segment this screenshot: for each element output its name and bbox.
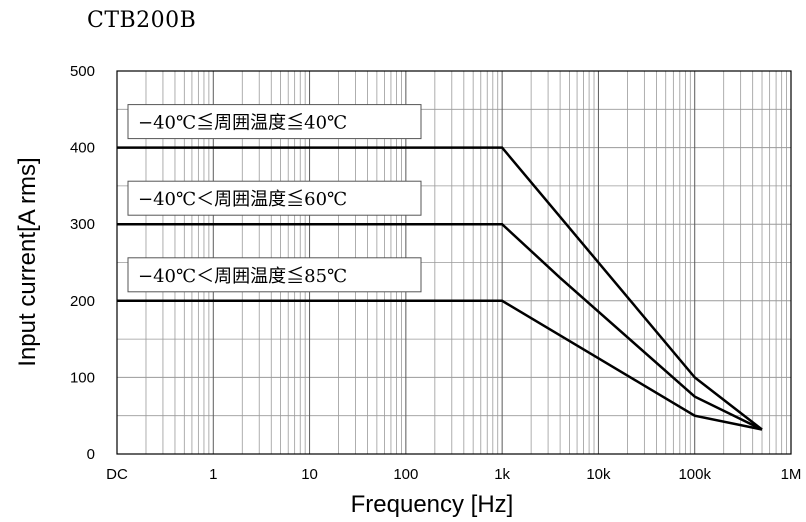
series-label: −40℃＜周囲温度≦85℃: [138, 266, 347, 287]
series-label: −40℃≦周囲温度≦40℃: [138, 113, 347, 134]
tick-labels: DC 1 10 100 1k 10k 100k 1M 0 100 200 300 400 500: [70, 63, 801, 483]
series-labels: −40℃≦周囲温度≦40℃ −40℃＜周囲温度≦60℃ −40℃＜周囲温度≦85℃: [127, 104, 422, 293]
y-tick-label: 100: [70, 369, 95, 386]
y-tick-label: 500: [70, 63, 95, 80]
x-tick-label: 100k: [678, 466, 711, 483]
series-line: [117, 299, 763, 431]
plot-frame: [116, 70, 792, 455]
series-line: [117, 146, 763, 431]
y-tick-label: 0: [87, 446, 95, 463]
y-tick-label: 300: [70, 216, 95, 233]
series-label-box: [127, 104, 422, 140]
x-tick-label: 100: [393, 466, 418, 483]
y-tick-label: 200: [70, 293, 95, 310]
x-tick-label: 1: [209, 466, 217, 483]
chart-title: CTB200B: [87, 8, 197, 33]
series-label-box: [127, 180, 422, 216]
series-label-box: [127, 257, 422, 293]
x-tick-label: 1k: [494, 466, 510, 483]
series-lines: [117, 146, 763, 431]
plot-border: [116, 70, 792, 455]
x-tick-label: DC: [106, 466, 128, 483]
x-tick-label: 10: [301, 466, 318, 483]
x-axis-label: Frequency [Hz]: [351, 491, 514, 518]
series-label: −40℃＜周囲温度≦60℃: [138, 189, 347, 210]
y-tick-label: 400: [70, 140, 95, 157]
x-tick-label: 10k: [586, 466, 611, 483]
y-axis-label: Input current[A rms]: [14, 157, 41, 366]
x-tick-label: 1M: [781, 466, 802, 483]
series-line: [117, 222, 763, 431]
